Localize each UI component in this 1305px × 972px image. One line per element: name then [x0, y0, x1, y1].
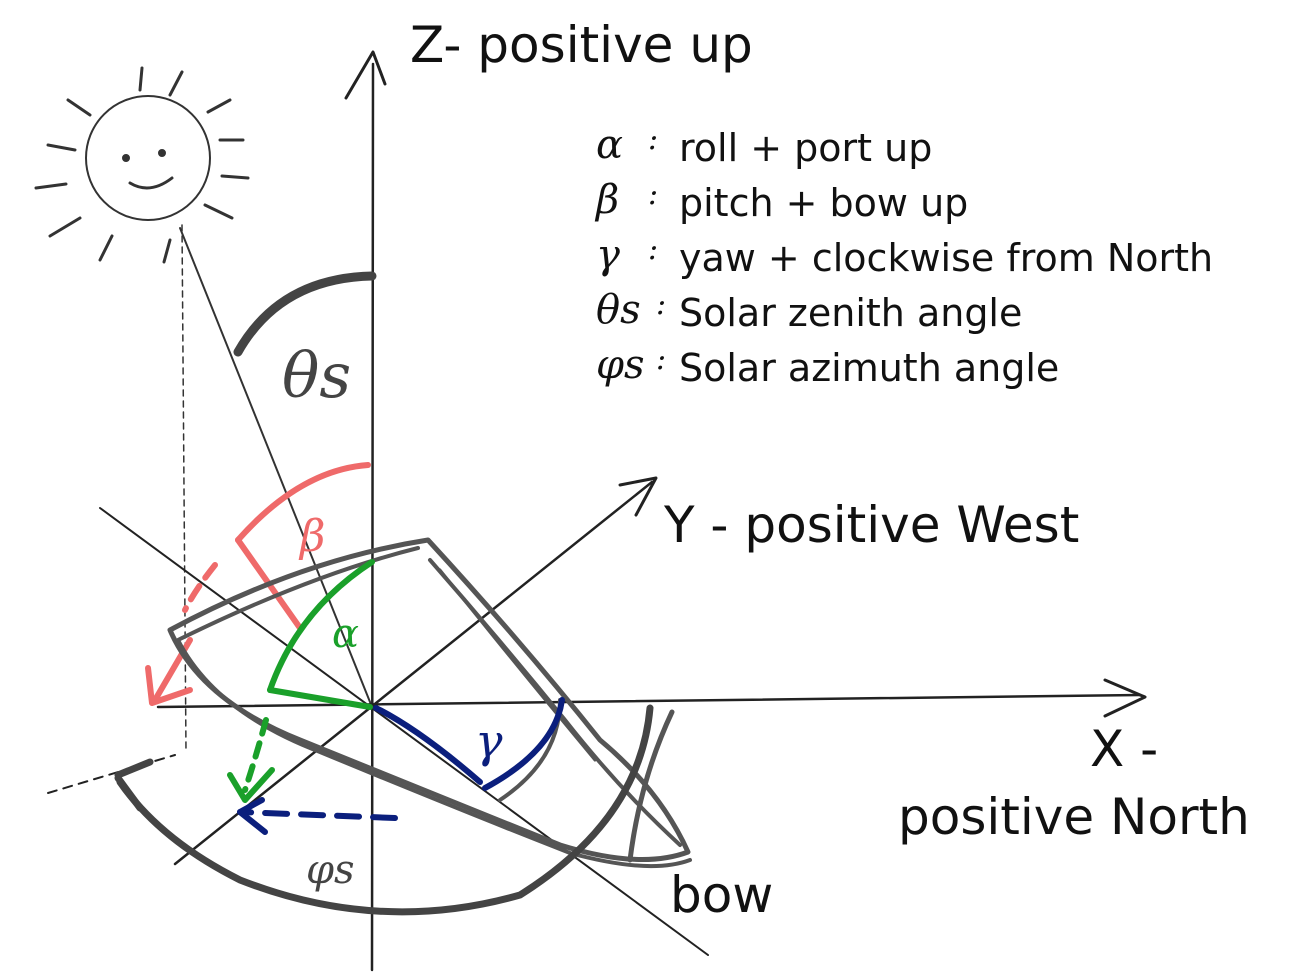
legend-separator: : [656, 287, 667, 322]
bow-label: bow [670, 866, 774, 924]
sun-ray-line [179, 227, 373, 708]
x-axis-label-line2: positive North [898, 788, 1250, 846]
phi-s-arc [114, 704, 654, 916]
legend-separator: : [648, 232, 659, 267]
alpha-mark: α [332, 611, 360, 657]
legend-separator: : [648, 177, 659, 212]
phi-s-mark: φs [306, 847, 355, 893]
y-axis-dashed [47, 754, 176, 794]
y-axis-label: Y - positive West [664, 496, 1080, 554]
sun-projection-dashed [181, 224, 187, 753]
z-axis-label: Z- positive up [410, 16, 753, 74]
x-axis [156, 678, 1147, 718]
gamma-mark: γ [475, 714, 503, 768]
pitch-mark [145, 462, 371, 706]
sun-icon [34, 66, 250, 264]
yaw-mark [237, 697, 565, 835]
z-axis [344, 50, 387, 972]
y-axis [47, 476, 658, 866]
theta-s-mark: θs [282, 339, 352, 412]
beta-mark: β [300, 511, 326, 562]
roll-mark [227, 559, 375, 803]
x-axis-label-line1: X - [1090, 720, 1159, 778]
legend-text: yaw + clockwise from North [679, 236, 1214, 280]
legend-separator: : [656, 342, 667, 377]
legend-symbol: β [596, 177, 620, 223]
bow-axis [99, 507, 709, 956]
legend-symbol: γ [596, 232, 620, 278]
legend-text: pitch + bow up [679, 181, 969, 225]
theta-s-arc [233, 271, 377, 357]
boat-hull [167, 537, 692, 869]
legend-separator: : [648, 122, 659, 157]
legend-symbol: φs [596, 342, 645, 388]
legend-symbol: θs [596, 287, 641, 333]
legend-text: Solar azimuth angle [679, 346, 1060, 390]
legend-symbol: α [596, 122, 624, 168]
legend-text: roll + port up [679, 126, 933, 170]
legend-text: Solar zenith angle [679, 291, 1023, 335]
